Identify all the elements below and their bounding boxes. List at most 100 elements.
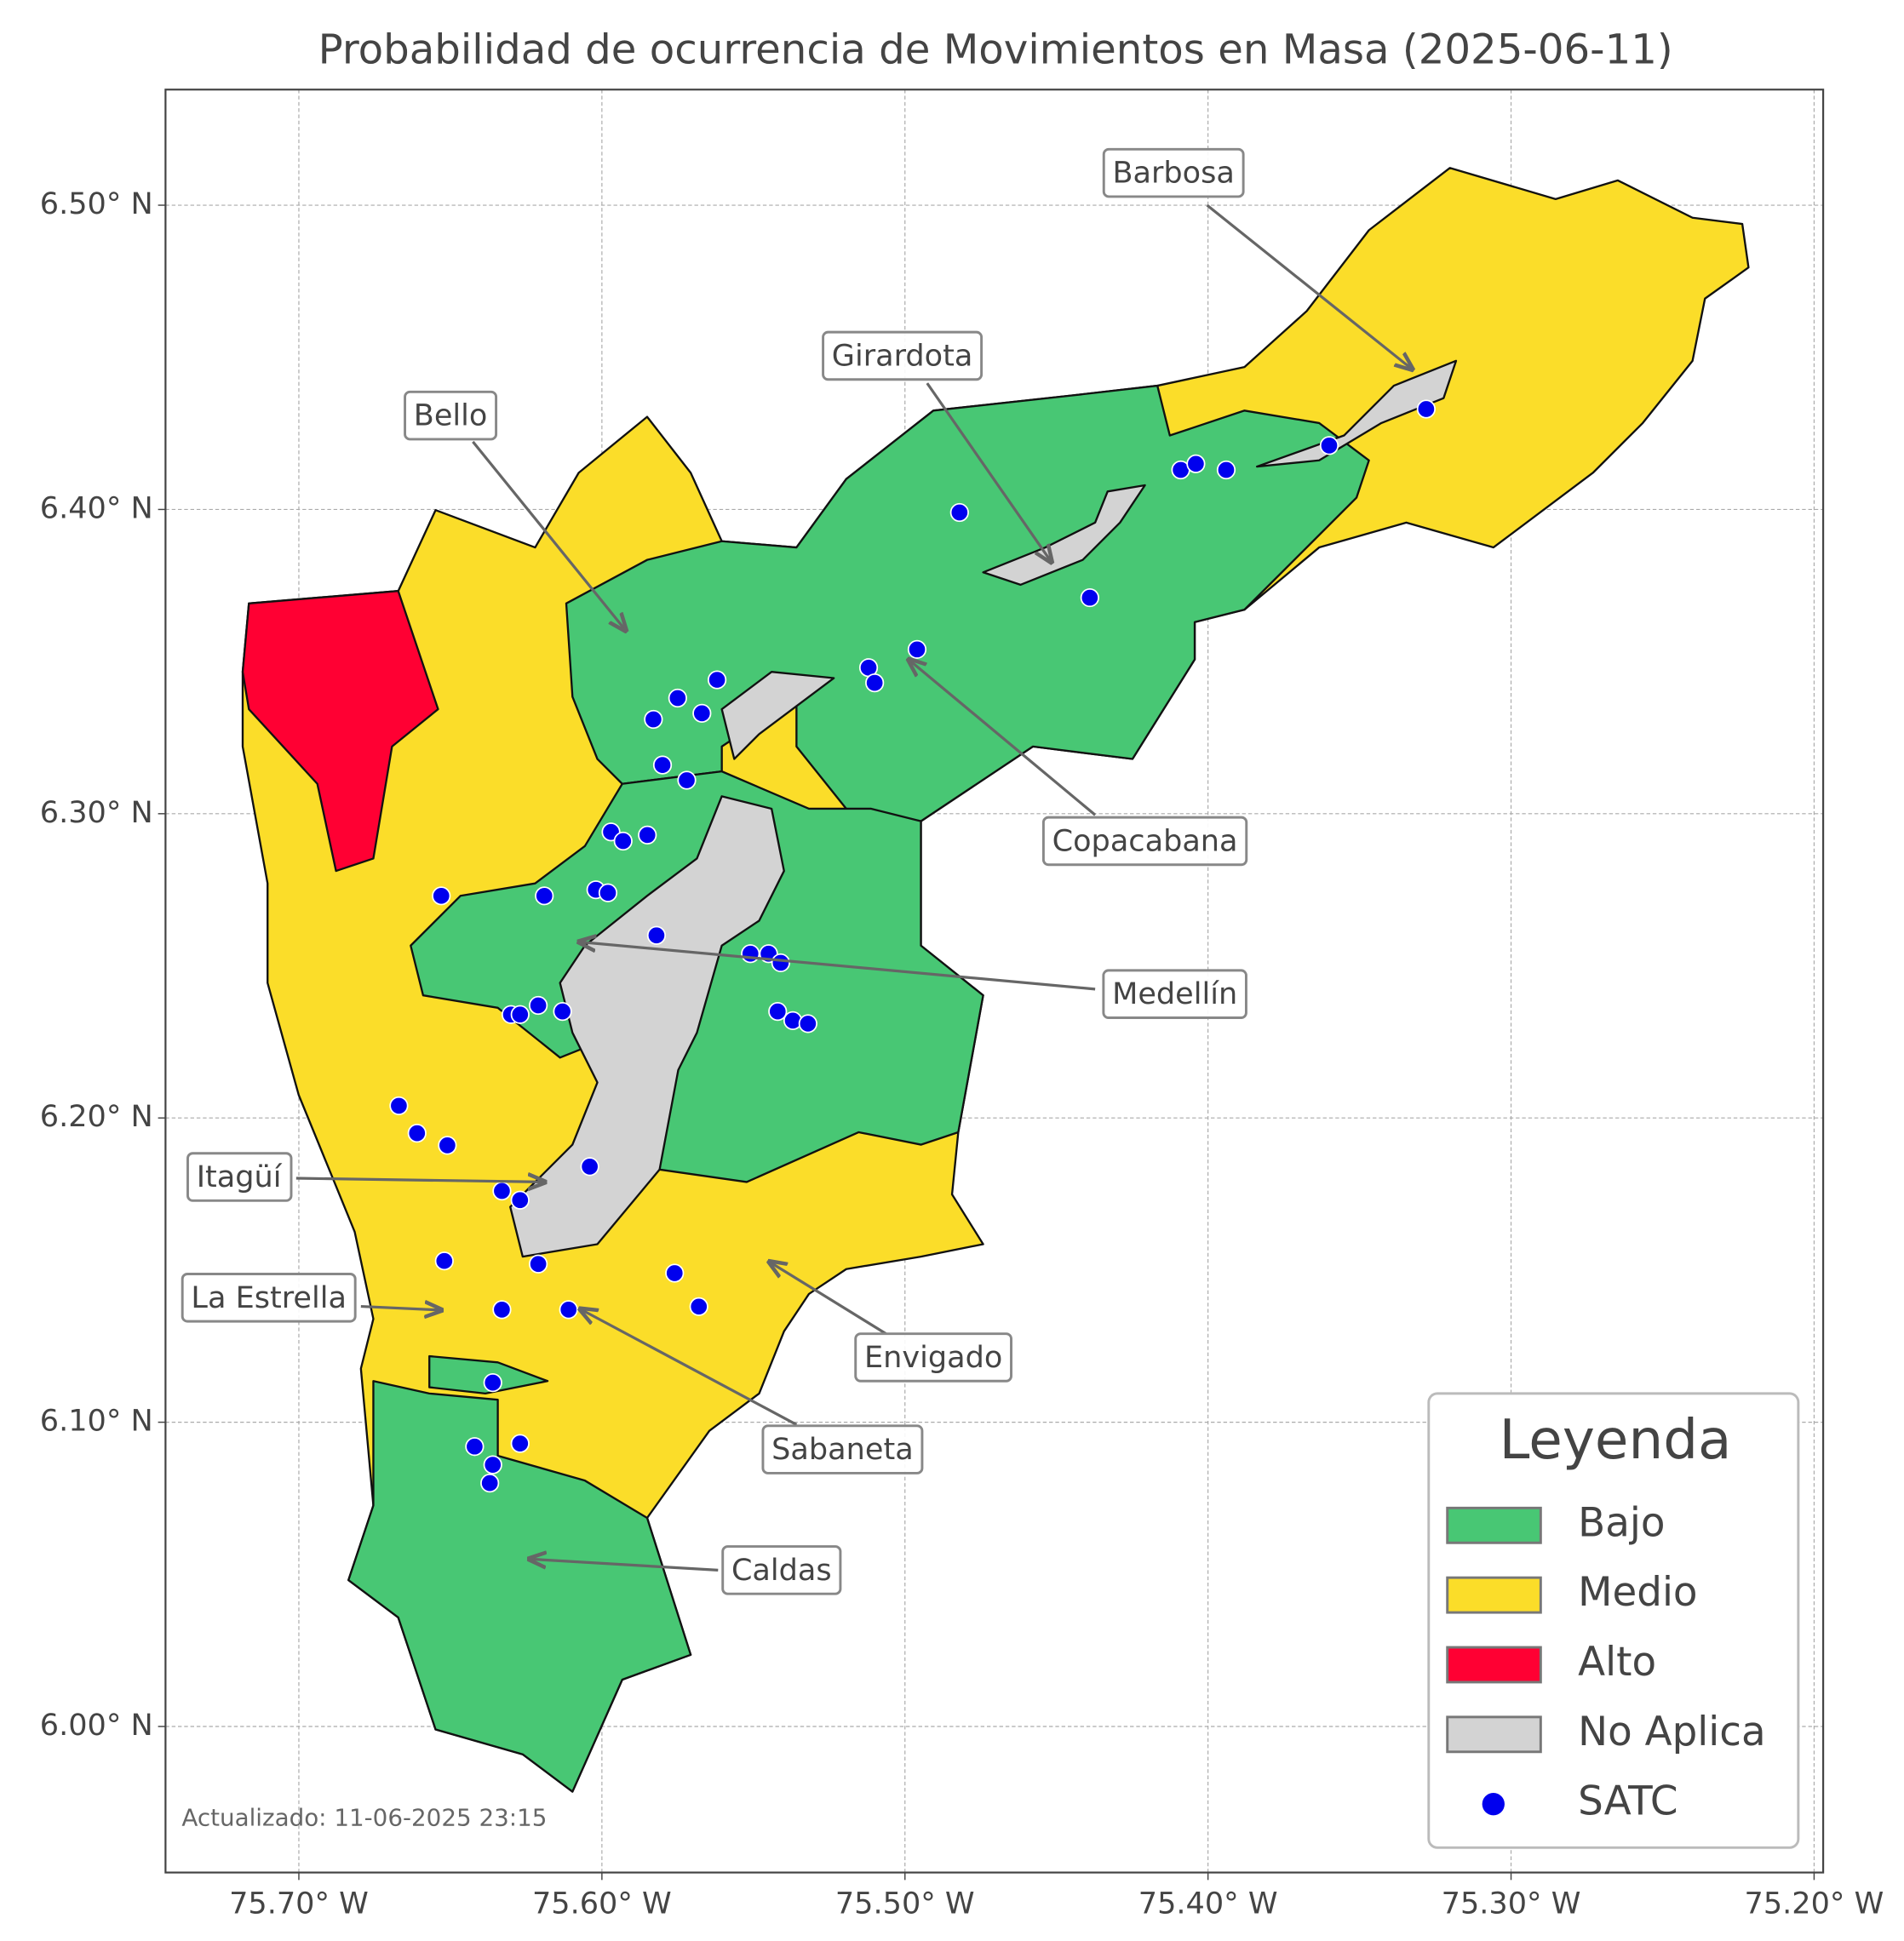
annotation-arrow [769, 1262, 887, 1336]
x-tick-label: 75.40° W [1138, 1887, 1278, 1921]
x-tick-label: 75.50° W [835, 1887, 975, 1921]
legend-label: Bajo [1578, 1500, 1665, 1546]
satc-point [644, 709, 663, 730]
annotation-label: Barbosa [1112, 156, 1234, 191]
legend-swatch [1446, 1646, 1542, 1684]
annotation-box [1041, 816, 1248, 867]
legend: Leyenda Bajo Medio Alto No Aplica SATC [1427, 1392, 1800, 1849]
satc-point [707, 670, 727, 690]
annotation-box [1102, 147, 1245, 198]
annotation-label: La Estrella [191, 1280, 347, 1315]
annotation-box [822, 330, 984, 381]
satc-point [692, 703, 712, 723]
legend-marker [1482, 1793, 1505, 1816]
annotation-arrow [580, 1308, 798, 1426]
satc-point [1186, 454, 1206, 473]
annotation-box [186, 1152, 293, 1202]
satc-point [529, 995, 548, 1016]
annotation-arrow [472, 440, 626, 631]
annotation-arrow [926, 382, 1052, 562]
annotation-arrow [1206, 203, 1413, 369]
legend-title: Leyenda [1500, 1408, 1732, 1472]
region-no-aplica [509, 795, 785, 1258]
satc-point [768, 1002, 788, 1022]
annotation-label: Envigado [864, 1340, 1002, 1375]
x-tick-label: 75.60° W [532, 1887, 672, 1921]
satc-point [492, 1181, 512, 1201]
satc-point [646, 925, 667, 945]
x-tick-label: 75.70° W [229, 1887, 369, 1921]
annotation-label: Bello [414, 398, 488, 433]
x-tick-label: 75.30° W [1442, 1887, 1581, 1921]
y-tick-label: 6.50° N [40, 186, 153, 221]
annotation-label: Itagüí [197, 1159, 283, 1194]
satc-point [677, 770, 697, 790]
regions [241, 167, 1750, 1793]
legend-swatch [1446, 1715, 1542, 1754]
satc-point [407, 1123, 427, 1143]
legend-swatch [1446, 1576, 1542, 1614]
satc-point [652, 755, 673, 775]
footnote: Actualizado: 11-06-2025 23:15 [181, 1804, 547, 1832]
satc-point [529, 1254, 548, 1274]
x-tick-label: 75.20° W [1745, 1887, 1884, 1921]
satc-point [432, 886, 451, 906]
region-no-aplica [720, 671, 835, 760]
satc-point [510, 1434, 530, 1453]
annotation-label: Copacabana [1052, 823, 1238, 858]
satc-point [465, 1437, 485, 1457]
region-no-aplica [982, 484, 1146, 587]
satc-point [438, 1136, 457, 1155]
annotation-arrow [909, 660, 1097, 816]
satc-point [510, 1190, 530, 1210]
y-tick-label: 6.20° N [40, 1099, 153, 1134]
satc-point [665, 1263, 685, 1283]
satc-point [559, 1300, 578, 1320]
satc-point [492, 1300, 512, 1320]
satc-point [689, 1297, 708, 1316]
satc-point [1319, 436, 1339, 455]
satc-point [1080, 587, 1099, 608]
annotation-box [181, 1273, 357, 1323]
satc-point [389, 1096, 409, 1116]
satc-point [798, 1014, 817, 1033]
y-tick-label: 6.40° N [40, 490, 153, 525]
satc-points [389, 399, 1436, 1493]
annotation-arrow [360, 1307, 442, 1310]
y-tick-label: 6.30° N [40, 795, 153, 830]
satc-point [907, 639, 927, 659]
legend-label: No Aplica [1578, 1709, 1765, 1755]
legend-label: Alto [1578, 1640, 1656, 1686]
satc-point [865, 673, 885, 693]
annotation-label: Caldas [731, 1553, 832, 1588]
satc-point [483, 1455, 502, 1474]
satc-point [741, 944, 760, 964]
y-tick-label: 6.00° N [40, 1708, 153, 1743]
region-bajo [347, 1380, 692, 1793]
satc-point [613, 831, 633, 851]
satc-point [434, 1251, 454, 1271]
satc-point [535, 886, 554, 906]
satc-point [1416, 399, 1436, 419]
y-tick-label: 6.10° N [40, 1404, 153, 1439]
satc-point [1216, 460, 1236, 480]
annotation-arrow [295, 1178, 545, 1182]
legend-label: SATC [1578, 1779, 1677, 1825]
annotation-box [761, 1424, 924, 1474]
legend-label: Medio [1578, 1570, 1697, 1616]
satc-point [553, 1002, 572, 1022]
annotation-box [404, 390, 498, 441]
satc-point [510, 1005, 530, 1024]
annotation-box [854, 1332, 1012, 1383]
annotation-arrow [529, 1559, 719, 1572]
plot-frame [164, 89, 1825, 1874]
satc-point [598, 883, 618, 902]
annotation-label: Medellín [1112, 976, 1237, 1011]
satc-point [949, 502, 969, 523]
annotation-arrow [579, 942, 1096, 991]
map-title: Probabilidad de ocurrencia de Movimiento… [318, 26, 1673, 73]
region-alto [241, 590, 439, 873]
